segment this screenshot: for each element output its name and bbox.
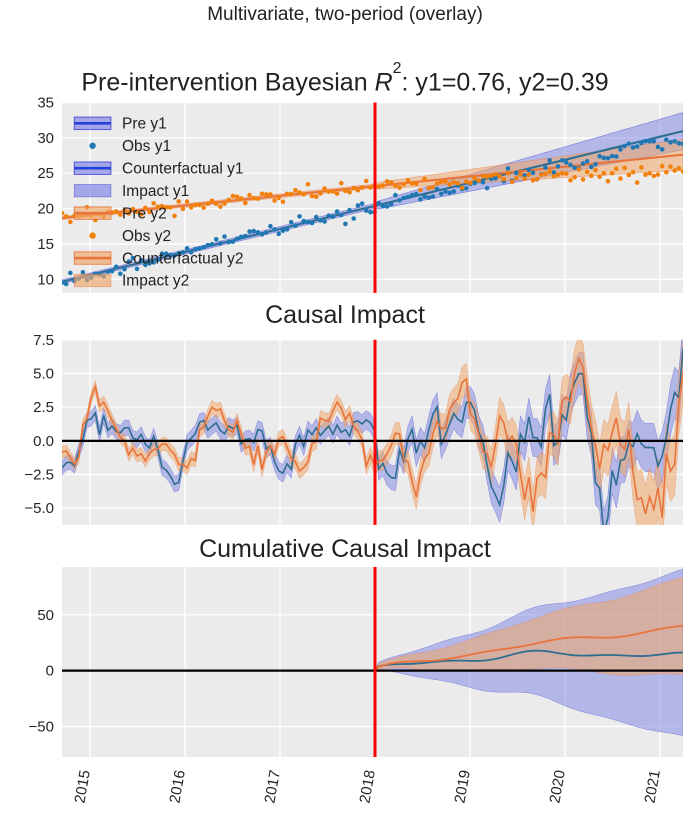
svg-text:Counterfactual y1: Counterfactual y1 <box>122 160 244 177</box>
svg-text:Counterfactual y2: Counterfactual y2 <box>122 250 244 267</box>
svg-text:15: 15 <box>37 236 54 253</box>
svg-text:Obs y2: Obs y2 <box>122 228 171 245</box>
svg-text:10: 10 <box>37 271 54 288</box>
svg-text:Pre y1: Pre y1 <box>122 116 167 133</box>
svg-text:35: 35 <box>37 95 54 112</box>
svg-text:2015: 2015 <box>71 769 94 805</box>
svg-text:20: 20 <box>37 201 54 218</box>
svg-text:2018: 2018 <box>356 769 379 805</box>
svg-text:Impact y1: Impact y1 <box>122 183 189 200</box>
svg-text:−2.5: −2.5 <box>24 467 54 484</box>
svg-text:0.0: 0.0 <box>33 433 54 450</box>
svg-text:2021: 2021 <box>641 769 664 805</box>
svg-text:2019: 2019 <box>451 769 474 805</box>
svg-text:5.0: 5.0 <box>33 365 54 382</box>
svg-text:30: 30 <box>37 130 54 147</box>
svg-text:0: 0 <box>46 663 54 680</box>
svg-text:Pre y2: Pre y2 <box>122 205 167 222</box>
svg-text:−50: −50 <box>29 719 54 736</box>
svg-text:7.5: 7.5 <box>33 332 54 349</box>
svg-text:2016: 2016 <box>166 769 189 805</box>
svg-text:2.5: 2.5 <box>33 399 54 416</box>
svg-text:−5.0: −5.0 <box>24 500 54 517</box>
svg-text:2017: 2017 <box>261 769 284 805</box>
svg-text:25: 25 <box>37 165 54 182</box>
svg-text:50: 50 <box>37 607 54 624</box>
svg-text:2020: 2020 <box>546 769 569 805</box>
svg-text:Impact y2: Impact y2 <box>122 273 189 290</box>
svg-text:Obs y1: Obs y1 <box>122 138 171 155</box>
